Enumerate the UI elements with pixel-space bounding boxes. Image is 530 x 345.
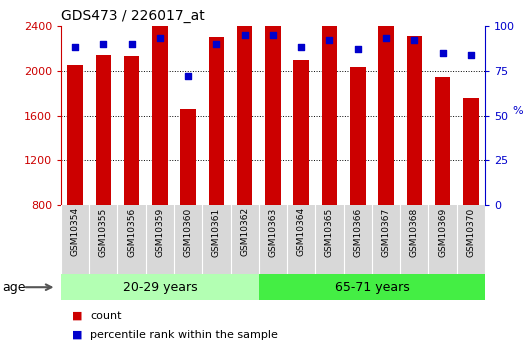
Text: GSM10363: GSM10363 bbox=[269, 207, 277, 257]
Bar bbox=[124, 56, 139, 205]
Y-axis label: %: % bbox=[513, 106, 523, 116]
Bar bbox=[294, 59, 309, 205]
Text: GSM10360: GSM10360 bbox=[184, 207, 192, 257]
Text: GSM10356: GSM10356 bbox=[127, 207, 136, 257]
Point bbox=[297, 45, 305, 50]
Text: percentile rank within the sample: percentile rank within the sample bbox=[90, 330, 278, 339]
Point bbox=[127, 41, 136, 47]
Bar bbox=[237, 22, 252, 205]
Point bbox=[466, 52, 475, 57]
Text: GSM10366: GSM10366 bbox=[354, 207, 362, 257]
Point bbox=[269, 32, 277, 38]
Point bbox=[241, 32, 249, 38]
Text: count: count bbox=[90, 311, 121, 321]
Text: GSM10354: GSM10354 bbox=[70, 207, 80, 256]
Bar bbox=[95, 55, 111, 205]
Bar bbox=[378, 25, 394, 205]
Text: GSM10359: GSM10359 bbox=[155, 207, 164, 257]
Bar bbox=[152, 19, 167, 205]
Bar bbox=[67, 65, 83, 205]
Point bbox=[212, 41, 220, 47]
Bar bbox=[407, 36, 422, 205]
Text: GSM10355: GSM10355 bbox=[99, 207, 108, 257]
Text: 65-71 years: 65-71 years bbox=[334, 281, 409, 294]
Bar bbox=[322, 16, 337, 205]
Text: GSM10367: GSM10367 bbox=[382, 207, 391, 257]
Text: GSM10362: GSM10362 bbox=[240, 207, 249, 256]
Text: GSM10361: GSM10361 bbox=[212, 207, 221, 257]
Point bbox=[99, 41, 108, 47]
Text: GSM10365: GSM10365 bbox=[325, 207, 334, 257]
Point bbox=[184, 73, 192, 79]
Point bbox=[71, 45, 80, 50]
Point bbox=[438, 50, 447, 56]
Text: ■: ■ bbox=[72, 330, 82, 339]
Text: 20-29 years: 20-29 years bbox=[122, 281, 197, 294]
Text: GSM10364: GSM10364 bbox=[297, 207, 306, 256]
Bar bbox=[265, 0, 281, 205]
Bar bbox=[435, 77, 450, 205]
Bar bbox=[180, 109, 196, 205]
Point bbox=[325, 38, 334, 43]
Bar bbox=[209, 37, 224, 205]
Text: GSM10369: GSM10369 bbox=[438, 207, 447, 257]
Bar bbox=[259, 274, 485, 300]
Text: GSM10368: GSM10368 bbox=[410, 207, 419, 257]
Point bbox=[156, 36, 164, 41]
Point bbox=[354, 47, 362, 52]
Point bbox=[410, 38, 419, 43]
Text: age: age bbox=[3, 281, 26, 294]
Bar bbox=[61, 274, 259, 300]
Text: GDS473 / 226017_at: GDS473 / 226017_at bbox=[61, 9, 205, 23]
Text: GSM10370: GSM10370 bbox=[466, 207, 475, 257]
Text: ■: ■ bbox=[72, 311, 82, 321]
Bar bbox=[463, 98, 479, 205]
Bar bbox=[350, 67, 366, 205]
Point bbox=[382, 36, 390, 41]
